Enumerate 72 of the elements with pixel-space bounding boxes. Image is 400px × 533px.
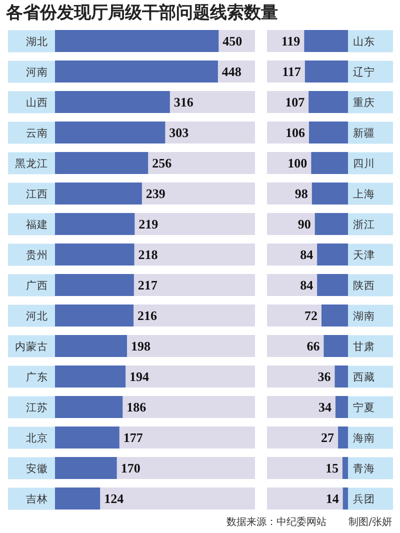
data-label: 14 (326, 491, 340, 506)
y-tick-label: 重庆 (353, 96, 375, 110)
y-tick-label: 宁夏 (353, 401, 375, 414)
y-tick-label: 青海 (353, 462, 375, 476)
y-tick-label: 江西 (26, 188, 48, 201)
y-tick-label: 北京 (26, 432, 48, 445)
data-label: 117 (282, 64, 302, 80)
y-tick-label: 湖南 (353, 310, 375, 323)
y-tick-label: 山东 (353, 35, 375, 48)
data-label: 119 (281, 34, 301, 49)
source-note: 数据来源：中纪委网站 (226, 516, 327, 529)
data-label: 34 (318, 400, 332, 415)
y-tick-label: 云南 (26, 126, 48, 140)
data-label: 15 (325, 460, 339, 476)
y-tick-label: 贵州 (26, 248, 48, 262)
y-tick-label: 河南 (26, 66, 48, 79)
bar (342, 488, 348, 510)
data-label: 124 (104, 491, 124, 506)
data-label: 98 (294, 186, 308, 202)
data-label: 107 (285, 94, 306, 110)
y-tick-label: 陕西 (353, 280, 375, 292)
data-label: 186 (126, 400, 147, 415)
y-tick-label: 辽宁 (353, 66, 375, 79)
data-label: 100 (288, 156, 308, 171)
data-label: 84 (300, 278, 314, 293)
y-tick-label: 西藏 (353, 370, 375, 384)
y-tick-label: 广西 (26, 279, 48, 292)
bar (338, 426, 348, 448)
y-tick-label: 上海 (353, 188, 375, 201)
y-tick-label: 山西 (26, 96, 48, 110)
y-tick-label: 河北 (26, 310, 48, 323)
data-label: 216 (138, 308, 158, 324)
y-tick-label: 安徽 (26, 462, 48, 476)
data-label: 84 (300, 247, 314, 262)
y-tick-label: 甘肃 (353, 340, 375, 354)
y-tick-label: 四川 (353, 157, 375, 170)
bar (334, 366, 348, 388)
data-label: 106 (285, 125, 306, 140)
data-label: 194 (130, 369, 150, 384)
data-label: 316 (174, 94, 194, 110)
y-tick-label: 福建 (26, 218, 48, 232)
data-label: 90 (298, 216, 311, 232)
data-label: 177 (123, 430, 144, 446)
chart-title: 各省份发现厅局级干部问题线索数量 (6, 3, 278, 23)
y-tick-label: 天津 (353, 248, 375, 262)
data-label: 448 (222, 64, 242, 80)
y-tick-label: 广东 (26, 370, 48, 384)
y-tick-label: 内蒙古 (15, 340, 48, 354)
y-tick-label: 浙江 (353, 218, 375, 232)
y-tick-label: 湖北 (26, 35, 48, 48)
y-tick-label: 兵团 (353, 492, 375, 506)
data-label: 450 (222, 34, 242, 49)
data-label: 256 (152, 156, 172, 171)
text: 制图/张妍 (348, 516, 392, 529)
data-label: 239 (146, 186, 166, 202)
y-tick-label: 海南 (353, 432, 375, 445)
data-label: 303 (169, 125, 190, 140)
data-label: 36 (318, 369, 332, 384)
data-label: 72 (304, 308, 318, 324)
y-tick-label: 新疆 (353, 126, 375, 140)
data-label: 66 (306, 338, 320, 354)
data-label: 217 (138, 278, 158, 293)
y-tick-label: 江苏 (26, 401, 48, 414)
data-label: 170 (120, 460, 140, 476)
y-tick-label: 吉林 (26, 492, 48, 506)
bar (335, 396, 348, 418)
data-label: 218 (138, 247, 158, 262)
data-label: 27 (321, 430, 335, 446)
bar (342, 457, 348, 479)
data-label: 198 (131, 338, 151, 354)
data-label: 219 (138, 216, 159, 232)
y-tick-label: 黑龙江 (15, 157, 48, 170)
